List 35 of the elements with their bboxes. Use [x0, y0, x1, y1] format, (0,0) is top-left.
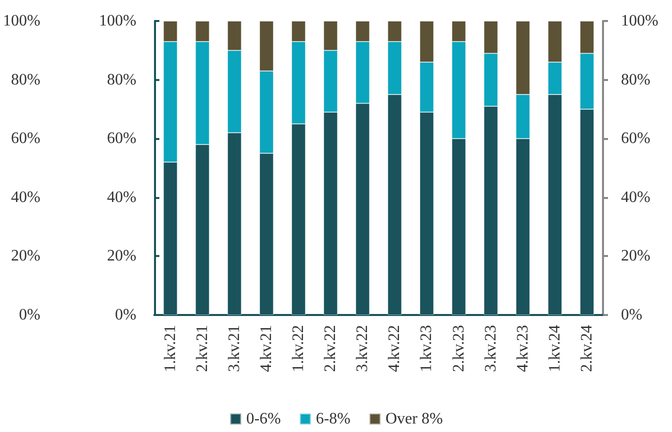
x-tick-label: 3.kv.22 [354, 325, 372, 372]
legend-label: 6-8% [316, 410, 350, 428]
y-tick-label: 0% [115, 306, 136, 324]
y3-tick-label: 20% [11, 248, 40, 265]
x-tick-label: 1.kv.22 [290, 325, 308, 372]
legend-label: Over 8% [386, 410, 443, 428]
y-tick-label: 80% [107, 71, 136, 88]
legend-label: 0-6% [246, 410, 281, 428]
x-tick-label: 4.kv.23 [514, 325, 532, 372]
y2-tick-label: 40% [621, 188, 650, 206]
y-tick-label: 100% [99, 12, 136, 30]
y2-tick-label: 20% [621, 248, 650, 265]
x-tick-label: 1.kv.24 [546, 325, 564, 372]
y3-tick-label: 0% [19, 306, 40, 324]
x-tick-label: 2.kv.21 [194, 325, 211, 372]
x-tick-label: 2.kv.24 [578, 325, 596, 372]
x-tick-label: 3.kv.23 [482, 325, 500, 372]
y3-tick-label: 60% [11, 130, 40, 148]
y3-tick-label: 100% [3, 12, 40, 30]
x-tick-label: 3.kv.21 [226, 325, 243, 372]
x-tick-label: 1.kv.23 [418, 325, 436, 372]
y2-tick-label: 60% [621, 130, 650, 148]
x-tick-label: 2.kv.23 [450, 325, 468, 372]
y2-tick-label: 100% [621, 12, 658, 30]
y2-tick-label: 80% [621, 71, 650, 88]
x-tick-label: 4.kv.21 [258, 325, 275, 372]
y-tick-label: 40% [107, 188, 136, 206]
y-tick-label: 60% [107, 130, 136, 148]
y2-tick-label: 0% [621, 306, 642, 324]
y3-tick-label: 40% [11, 188, 40, 206]
x-tick-label: 2.kv.22 [322, 325, 340, 372]
y-tick-label: 20% [107, 248, 136, 265]
y3-tick-label: 80% [11, 71, 40, 88]
x-tick-label: 4.kv.22 [386, 325, 404, 372]
x-tick-label: 1.kv.21 [162, 325, 179, 372]
